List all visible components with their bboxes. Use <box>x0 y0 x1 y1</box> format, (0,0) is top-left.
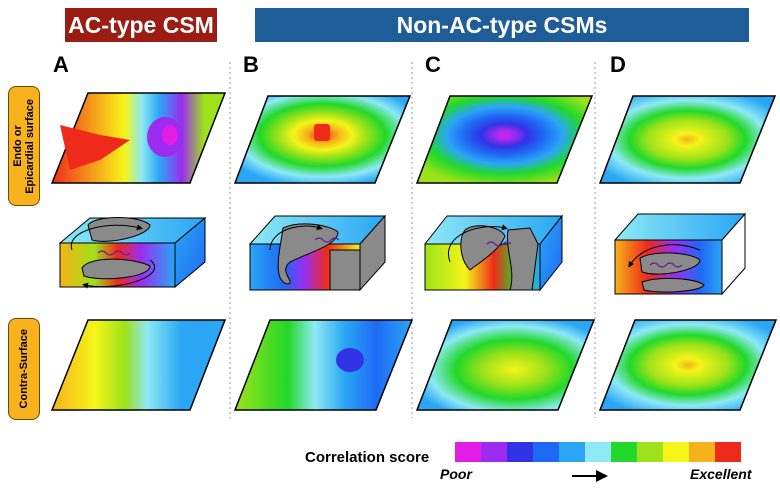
legend-swatch <box>455 442 481 462</box>
legend-title: Correlation score <box>305 449 430 466</box>
column-label-d: D <box>610 52 626 77</box>
legend-swatch <box>715 442 741 462</box>
non-ac-type-header: Non-AC-type CSMs <box>255 8 749 42</box>
legend-low-label: Poor <box>440 466 472 482</box>
legend-swatch <box>611 442 637 462</box>
contra-map-d <box>598 319 778 411</box>
column-label-b: B <box>243 52 259 77</box>
tissue-block-b <box>248 214 387 292</box>
legend-swatch <box>637 442 663 462</box>
legend-swatch <box>585 442 611 462</box>
legend-swatch <box>689 442 715 462</box>
contra-map-b <box>233 319 414 411</box>
column-label-c: C <box>425 52 441 77</box>
tissue-block-a <box>58 216 207 289</box>
surface-map-c <box>415 95 594 184</box>
legend-swatch <box>533 442 559 462</box>
contra-map-a <box>50 319 227 411</box>
surface-map-d <box>598 95 777 184</box>
surface-map-b <box>233 95 412 184</box>
ac-type-header: AC-type CSM <box>65 8 217 42</box>
legend-swatch <box>507 442 533 462</box>
surface-row-label: Endo or Epicardial surface <box>8 86 40 206</box>
surface-map-a <box>50 92 227 184</box>
legend-swatch <box>559 442 585 462</box>
legend-high-label: Excellent <box>690 466 752 482</box>
contra-surface-row-label: Contra-Surface <box>8 318 40 420</box>
legend-swatch <box>481 442 507 462</box>
tissue-block-c <box>423 214 564 292</box>
correlation-color-scale <box>455 442 741 462</box>
column-label-a: A <box>53 52 69 77</box>
tissue-block-d <box>613 212 747 296</box>
contra-map-c <box>415 319 596 411</box>
legend-swatch <box>663 442 689 462</box>
